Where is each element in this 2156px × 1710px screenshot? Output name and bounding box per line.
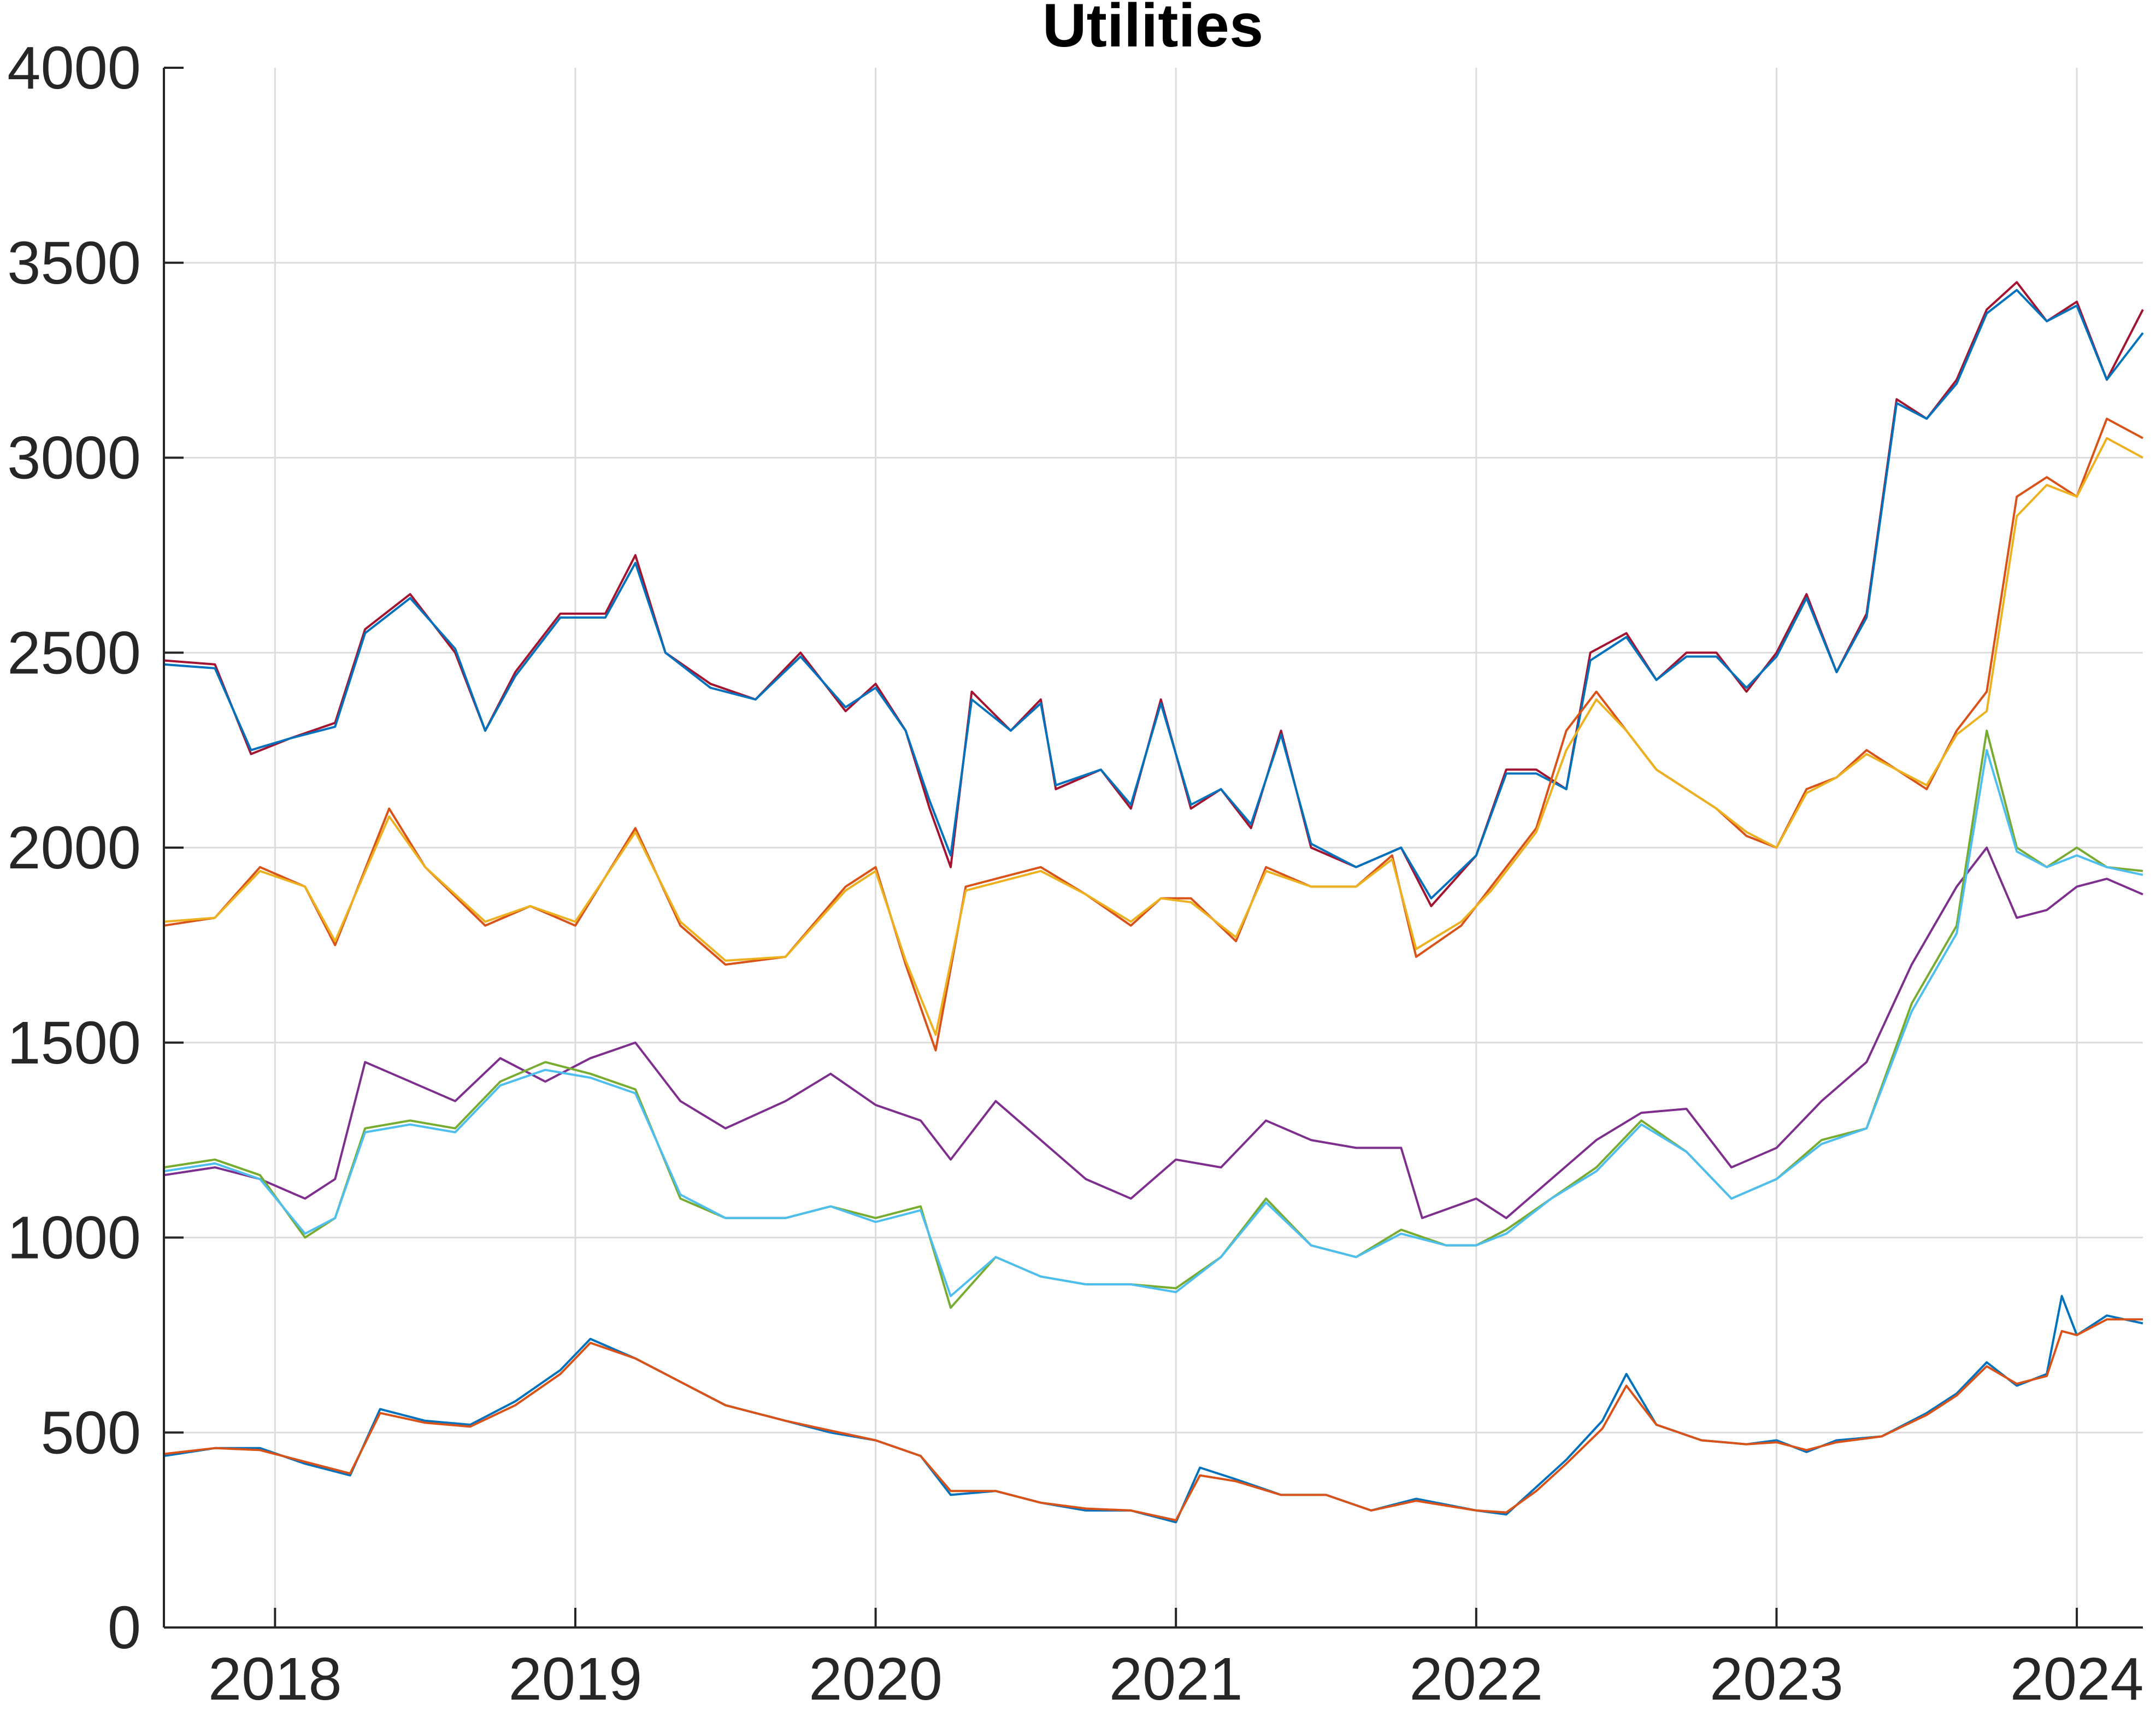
y-tick-label: 2500 (7, 619, 141, 686)
series-line-3 (163, 418, 2143, 1051)
y-tick-label: 500 (40, 1399, 141, 1466)
x-tick-label: 2019 (509, 1646, 643, 1710)
series-line-7 (163, 749, 2143, 1297)
y-tick-label: 1000 (7, 1204, 141, 1272)
axes (163, 67, 2143, 1629)
chart-title: Utilities (1042, 0, 1264, 60)
y-tick-label: 0 (108, 1594, 141, 1661)
y-tick-label: 3500 (7, 230, 141, 297)
x-tick-label: 2018 (208, 1646, 342, 1710)
series-line-2 (163, 289, 2144, 900)
series-layer (163, 281, 2144, 1524)
y-tick-label: 2000 (7, 814, 141, 882)
y-tick-label: 1500 (7, 1009, 141, 1077)
x-tick-label: 2020 (809, 1646, 942, 1710)
x-tick-label: 2023 (1710, 1646, 1843, 1710)
x-tick-label: 2022 (1409, 1646, 1543, 1710)
x-tick-label: 2024 (2010, 1646, 2144, 1710)
x-tick-labels: 2018 2019 2020 2021 2022 2023 2024 (208, 1646, 2143, 1710)
y-tick-label: 3000 (7, 425, 141, 492)
y-tick-labels: 0 500 1000 1500 2000 2500 3000 3500 4000 (7, 34, 141, 1661)
series-line-9 (163, 1318, 2143, 1521)
series-line-5 (163, 847, 2143, 1219)
x-tick-label: 2021 (1109, 1646, 1243, 1710)
y-tick-label: 4000 (7, 34, 141, 102)
series-line-4 (163, 437, 2143, 1036)
